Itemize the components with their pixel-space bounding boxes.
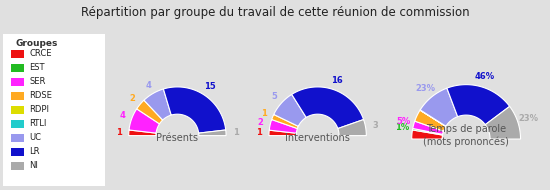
Text: 2: 2 <box>258 118 263 127</box>
Polygon shape <box>415 110 446 131</box>
Polygon shape <box>163 87 226 133</box>
Text: UC: UC <box>29 133 41 142</box>
Text: EST: EST <box>29 63 45 72</box>
Text: 46%: 46% <box>474 72 494 81</box>
Text: CRCE: CRCE <box>29 49 52 59</box>
FancyBboxPatch shape <box>0 28 108 190</box>
Polygon shape <box>420 110 446 126</box>
Text: RDSE: RDSE <box>29 91 52 100</box>
Polygon shape <box>137 100 163 124</box>
Text: Présents: Présents <box>156 133 199 143</box>
Bar <box>11 106 24 114</box>
Polygon shape <box>129 109 160 133</box>
Text: 5%: 5% <box>396 117 410 126</box>
Bar <box>11 64 24 72</box>
Polygon shape <box>292 87 364 129</box>
Text: Groupes: Groupes <box>16 39 58 48</box>
Polygon shape <box>269 130 296 136</box>
Bar <box>11 148 24 156</box>
Text: 2: 2 <box>130 93 135 103</box>
Text: 3: 3 <box>372 121 378 130</box>
Text: 4: 4 <box>145 81 151 89</box>
Text: 15: 15 <box>204 82 216 91</box>
Text: LR: LR <box>29 147 40 156</box>
Text: Répartition par groupe du travail de cette réunion de commission: Répartition par groupe du travail de cet… <box>81 6 469 19</box>
Polygon shape <box>270 120 298 133</box>
Text: SER: SER <box>29 78 46 86</box>
Polygon shape <box>199 130 226 136</box>
Text: 1: 1 <box>261 109 267 118</box>
Text: RDPI: RDPI <box>29 105 49 114</box>
Polygon shape <box>447 85 510 125</box>
Bar <box>11 162 24 170</box>
Polygon shape <box>274 94 306 126</box>
Bar <box>11 92 24 100</box>
Polygon shape <box>144 89 171 120</box>
Polygon shape <box>420 88 458 126</box>
Text: 23%: 23% <box>415 84 435 93</box>
Polygon shape <box>412 130 443 139</box>
Polygon shape <box>412 121 443 134</box>
Bar <box>11 50 24 58</box>
Bar <box>11 120 24 128</box>
Polygon shape <box>420 110 446 126</box>
Text: 1: 1 <box>116 128 122 137</box>
Text: NI: NI <box>29 161 38 170</box>
Polygon shape <box>129 130 156 136</box>
Text: Temps de parole
(mots prononcés): Temps de parole (mots prononcés) <box>423 124 509 147</box>
Text: 16: 16 <box>331 76 343 85</box>
Text: RTLI: RTLI <box>29 119 47 128</box>
Bar <box>11 134 24 142</box>
Text: 4: 4 <box>119 111 125 120</box>
Text: 1: 1 <box>233 128 239 137</box>
Text: 5: 5 <box>271 92 277 101</box>
Text: Interventions: Interventions <box>285 133 350 143</box>
Polygon shape <box>412 128 443 135</box>
Polygon shape <box>485 106 520 139</box>
Bar <box>11 78 24 86</box>
Polygon shape <box>338 120 366 136</box>
Text: 1: 1 <box>256 128 262 137</box>
Text: 23%: 23% <box>518 114 538 123</box>
Polygon shape <box>272 115 298 129</box>
Text: 1%: 1% <box>395 123 409 132</box>
